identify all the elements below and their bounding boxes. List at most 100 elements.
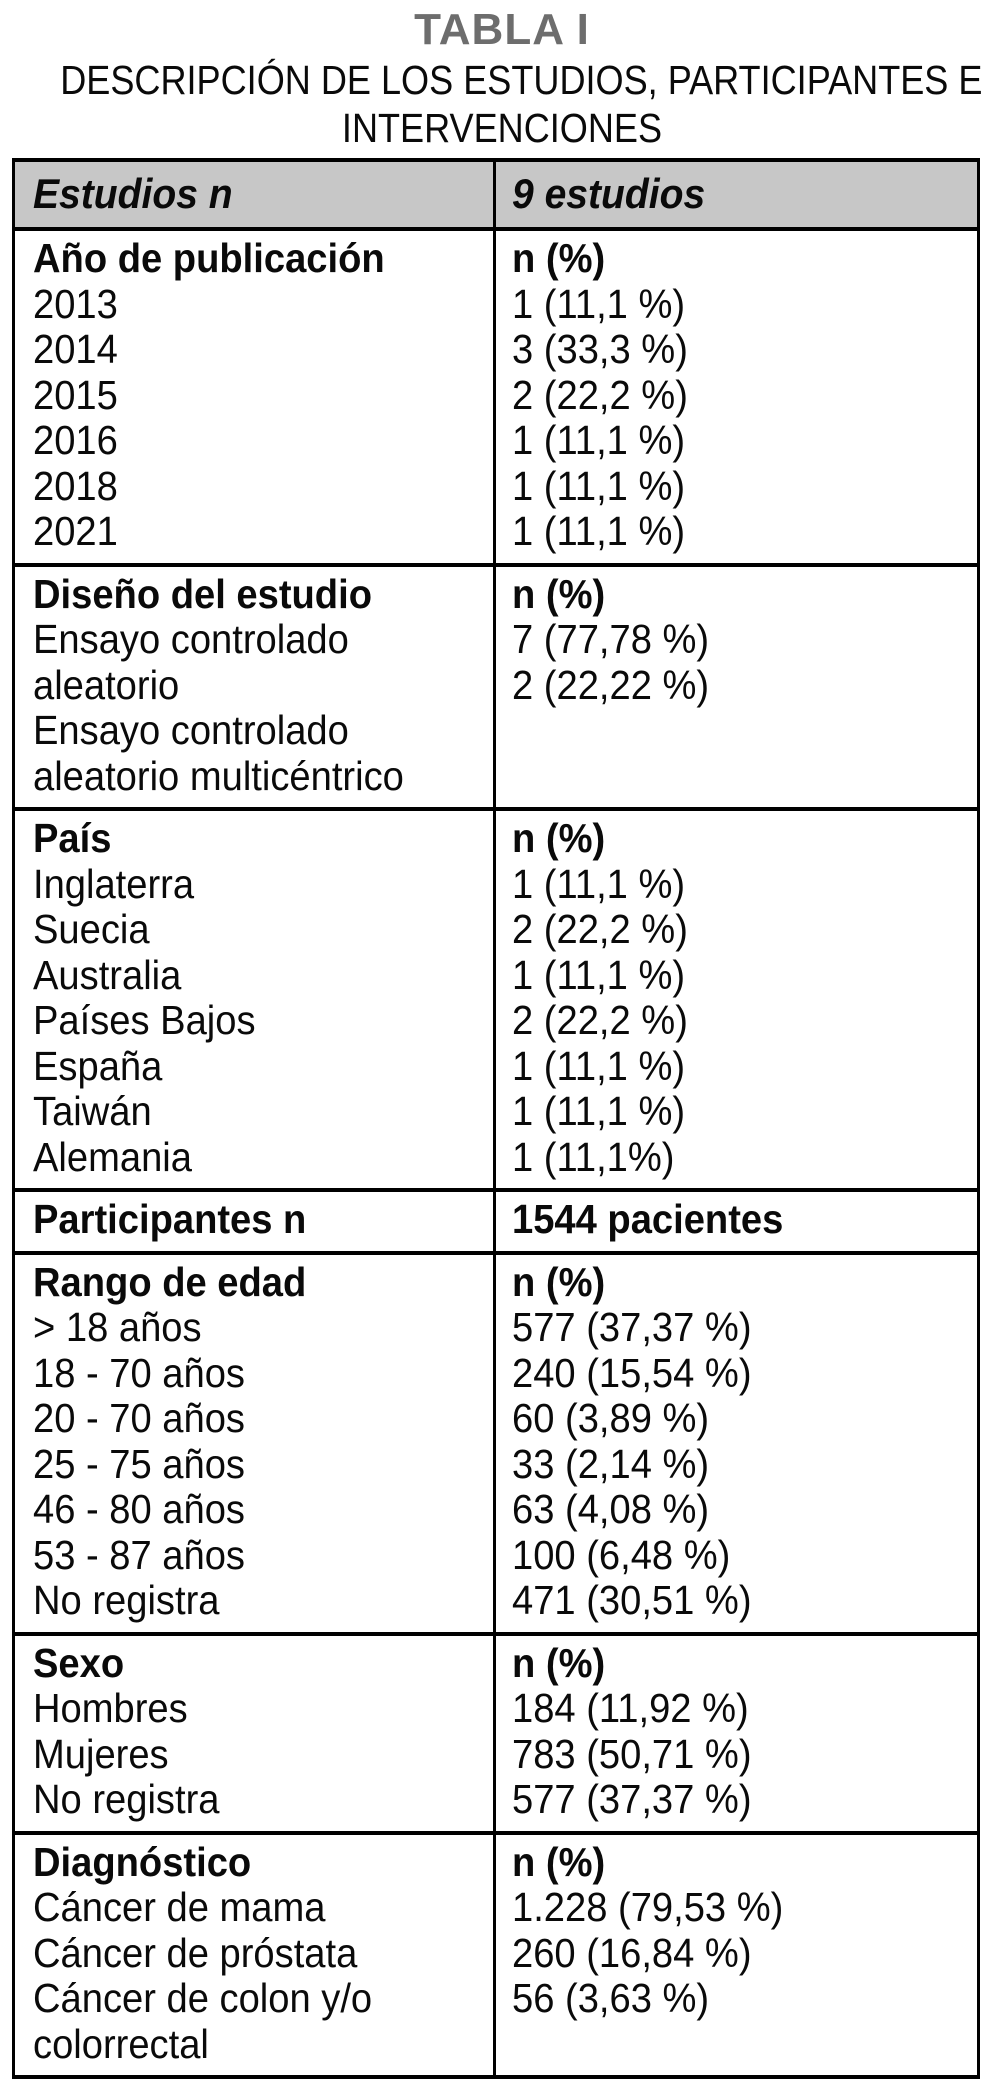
row-value: 184 (11,92 %) bbox=[512, 1685, 749, 1731]
row-value: 3 (33,3 %) bbox=[512, 326, 688, 372]
row-label: Suecia bbox=[33, 906, 150, 952]
subtitle-line-1: DESCRIPCIÓN DE LOS ESTUDIOS, PARTICIPANT… bbox=[60, 57, 983, 103]
section-cell-left: Año de publicación 2013 2014 2015 2016 2018 20… bbox=[15, 231, 496, 563]
header-label-valor: 9 estudios bbox=[512, 170, 706, 217]
section-cell-right: n (%) 577 (37,37 %) 240 (15,54 %) 60 (3,89 … bbox=[496, 1255, 977, 1632]
section-cell-right: n (%) 1 (11,1 %) 2 (22,2 %) 1 (11,1 %) 2 (22… bbox=[496, 811, 977, 1188]
section-cell-left: Participantes n bbox=[15, 1192, 496, 1251]
row-value: 1 (11,1 %) bbox=[512, 462, 686, 509]
section-title: País bbox=[33, 815, 112, 861]
row-label: 25 - 75 años bbox=[33, 1440, 245, 1487]
section-value-header: n (%) bbox=[512, 1639, 606, 1686]
row-label: No registra bbox=[33, 1577, 220, 1623]
row-label: Hombres bbox=[33, 1685, 188, 1731]
row-label: No registra bbox=[33, 1776, 220, 1822]
row-label: 2014 bbox=[33, 326, 118, 372]
row-value: 1 (11,1 %) bbox=[512, 417, 686, 463]
studies-table: Estudios n 9 estudios Año de publicación… bbox=[12, 158, 980, 2079]
section-cell-right: 1544 pacientes bbox=[496, 1192, 977, 1251]
row-label: Cáncer de mama bbox=[33, 1884, 326, 1930]
section-title: Sexo bbox=[33, 1639, 125, 1686]
row-label: > 18 años bbox=[33, 1304, 202, 1350]
header-cell-estudios: Estudios n bbox=[15, 162, 496, 227]
row-value: 1 (11,1 %) bbox=[512, 951, 686, 998]
row-value: 1 (11,1 %) bbox=[512, 508, 686, 554]
section-title: Participantes n bbox=[33, 1196, 307, 1242]
row-value: 260 (16,84 %) bbox=[512, 1929, 752, 1976]
row-label: 2013 bbox=[33, 280, 118, 327]
row-label: 46 - 80 años bbox=[33, 1486, 245, 1532]
row-label: aleatorio multicéntrico bbox=[33, 752, 404, 799]
section-title: Rango de edad bbox=[33, 1258, 307, 1305]
row-label: Ensayo controlado bbox=[33, 707, 349, 753]
table-section-diseno-del-estudio: Diseño del estudio Ensayo controlado aleat… bbox=[15, 562, 977, 808]
row-value: 577 (37,37 %) bbox=[512, 1776, 752, 1822]
row-label: 2015 bbox=[33, 371, 118, 418]
row-label: 20 - 70 años bbox=[33, 1395, 245, 1441]
section-cell-right: n (%) 1 (11,1 %) 3 (33,3 %) 2 (22,2 %) 1 (11… bbox=[496, 231, 977, 563]
section-cell-left: Diseño del estudio Ensayo controlado aleat… bbox=[15, 566, 496, 807]
table-section-ano-de-publicacion: Año de publicación 2013 2014 2015 2016 2018 20… bbox=[15, 231, 977, 563]
table-section-sexo: Sexo Hombres Mujeres No registra n (%) 184 (1… bbox=[15, 1631, 977, 1831]
table-section-rango-de-edad: Rango de edad > 18 años 18 - 70 años 20 - 7… bbox=[15, 1250, 977, 1632]
section-value-header: n (%) bbox=[512, 570, 606, 617]
row-value: 33 (2,14 %) bbox=[512, 1440, 710, 1487]
row-label: Cáncer de próstata bbox=[33, 1929, 358, 1976]
row-value: 1 (11,1 %) bbox=[512, 1042, 686, 1089]
row-label: Taiwán bbox=[33, 1088, 152, 1134]
row-value: 2 (22,22 %) bbox=[512, 661, 710, 708]
page-title: TABLA I bbox=[414, 5, 590, 54]
section-title: Año de publicación bbox=[33, 235, 385, 281]
row-value: 1.228 (79,53 %) bbox=[512, 1884, 784, 1930]
section-value-header: n (%) bbox=[512, 235, 606, 281]
section-cell-left: Rango de edad > 18 años 18 - 70 años 20 - 7… bbox=[15, 1254, 496, 1632]
row-label: 18 - 70 años bbox=[33, 1349, 245, 1396]
subtitle-line-2: INTERVENCIONES bbox=[341, 105, 663, 151]
row-value: 56 (3,63 %) bbox=[512, 1975, 710, 2021]
header-label-estudios: Estudios n bbox=[33, 170, 233, 217]
row-label: Países Bajos bbox=[33, 997, 256, 1043]
row-label: colorrectal bbox=[33, 2020, 209, 2067]
row-label: Australia bbox=[33, 951, 182, 998]
row-label: España bbox=[33, 1042, 163, 1089]
row-label: Ensayo controlado bbox=[33, 616, 349, 662]
table-section-diagnostico: Diagnóstico Cáncer de mama Cáncer de próst… bbox=[15, 1830, 977, 2076]
row-value: 577 (37,37 %) bbox=[512, 1304, 752, 1350]
row-value: 783 (50,71 %) bbox=[512, 1730, 752, 1777]
section-value-header: 1544 pacientes bbox=[512, 1196, 784, 1242]
row-value: 63 (4,08 %) bbox=[512, 1486, 710, 1532]
header-cell-valor: 9 estudios bbox=[496, 162, 977, 227]
row-value: 471 (30,51 %) bbox=[512, 1577, 752, 1623]
row-label: aleatorio bbox=[33, 661, 180, 708]
section-value-header: n (%) bbox=[512, 1258, 606, 1305]
row-value: 7 (77,78 %) bbox=[512, 616, 710, 662]
row-value: 2 (22,2 %) bbox=[512, 997, 688, 1043]
row-label: 2021 bbox=[33, 508, 118, 554]
row-label: Mujeres bbox=[33, 1730, 169, 1777]
section-title: Diagnóstico bbox=[33, 1838, 252, 1885]
page: TABLA I DESCRIPCIÓN DE LOS ESTUDIOS, PAR… bbox=[0, 4, 1004, 2079]
section-cell-left: Sexo Hombres Mujeres No registra bbox=[15, 1635, 496, 1831]
row-label: Cáncer de colon y/o bbox=[33, 1975, 373, 2021]
section-cell-left: País Inglaterra Suecia Australia Países Bajo… bbox=[15, 811, 496, 1188]
row-label: 2016 bbox=[33, 417, 118, 463]
table-section-participantes: Participantes n 1544 pacientes bbox=[15, 1188, 977, 1251]
row-label: Inglaterra bbox=[33, 860, 195, 907]
section-cell-right: n (%) 1.228 (79,53 %) 260 (16,84 %) 56 (3,6… bbox=[496, 1835, 977, 2076]
row-value: 2 (22,2 %) bbox=[512, 371, 688, 418]
section-cell-right: n (%) 184 (11,92 %) 783 (50,71 %) 577 (37,3… bbox=[496, 1636, 977, 1831]
section-cell-left: Diagnóstico Cáncer de mama Cáncer de próst… bbox=[15, 1834, 496, 2075]
section-title: Diseño del estudio bbox=[33, 570, 372, 617]
header-row: Estudios n 9 estudios bbox=[15, 162, 977, 231]
section-cell-right: n (%) 7 (77,78 %) 2 (22,22 %) bbox=[496, 567, 977, 808]
section-value-header: n (%) bbox=[512, 1838, 606, 1885]
row-value: 1 (11,1 %) bbox=[512, 860, 686, 907]
row-value: 2 (22,2 %) bbox=[512, 906, 688, 952]
table-subtitle: DESCRIPCIÓN DE LOS ESTUDIOS, PARTICIPANT… bbox=[0, 56, 1004, 152]
row-value: 1 (11,1%) bbox=[512, 1133, 675, 1180]
row-value: 240 (15,54 %) bbox=[512, 1349, 752, 1396]
row-value: 1 (11,1 %) bbox=[512, 280, 686, 327]
row-value: 1 (11,1 %) bbox=[512, 1088, 686, 1134]
row-label: 53 - 87 años bbox=[33, 1531, 245, 1578]
row-label: Alemania bbox=[33, 1133, 192, 1180]
